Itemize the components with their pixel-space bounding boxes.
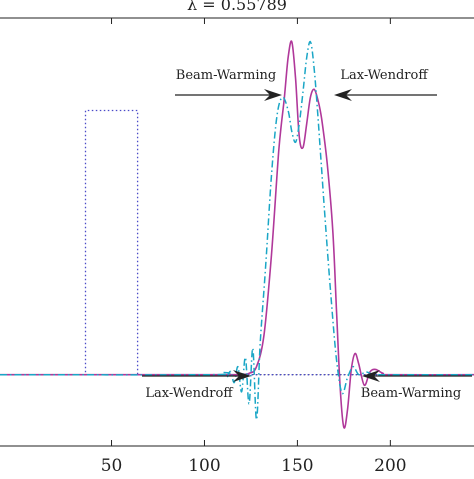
x-tick-label: 150 [281, 456, 313, 474]
annotation-labels: Beam-Warming Lax-Wendroff Lax-Wendroff B… [145, 68, 461, 401]
arrow-beam-warming-bottom [362, 370, 472, 382]
x-tick-label: 200 [374, 456, 406, 474]
annotation-label-lax-wendroff-top: Lax-Wendroff [340, 68, 429, 83]
chart-title: λ = 0.55789 [187, 0, 287, 14]
series-group [0, 40, 474, 429]
initial-condition-line [0, 109, 474, 376]
arrow-beam-warming-top [175, 89, 282, 101]
x-axis [0, 17, 474, 447]
annotation-arrows [142, 89, 472, 382]
x-tick-label: 100 [188, 456, 220, 474]
x-tick-label: 50 [101, 456, 123, 474]
annotation-label-beam-warming-top: Beam-Warming [176, 68, 276, 83]
arrow-lax-wendroff-bottom [142, 370, 251, 382]
annotation-label-beam-warming-bottom: Beam-Warming [361, 386, 461, 401]
annotation-label-lax-wendroff-bottom: Lax-Wendroff [145, 386, 234, 401]
lax-wendroff-line [0, 40, 474, 421]
x-ticks: 50 100 150 200 [101, 18, 407, 476]
beam-warming-line [0, 40, 474, 429]
arrow-lax-wendroff-top [334, 89, 437, 101]
